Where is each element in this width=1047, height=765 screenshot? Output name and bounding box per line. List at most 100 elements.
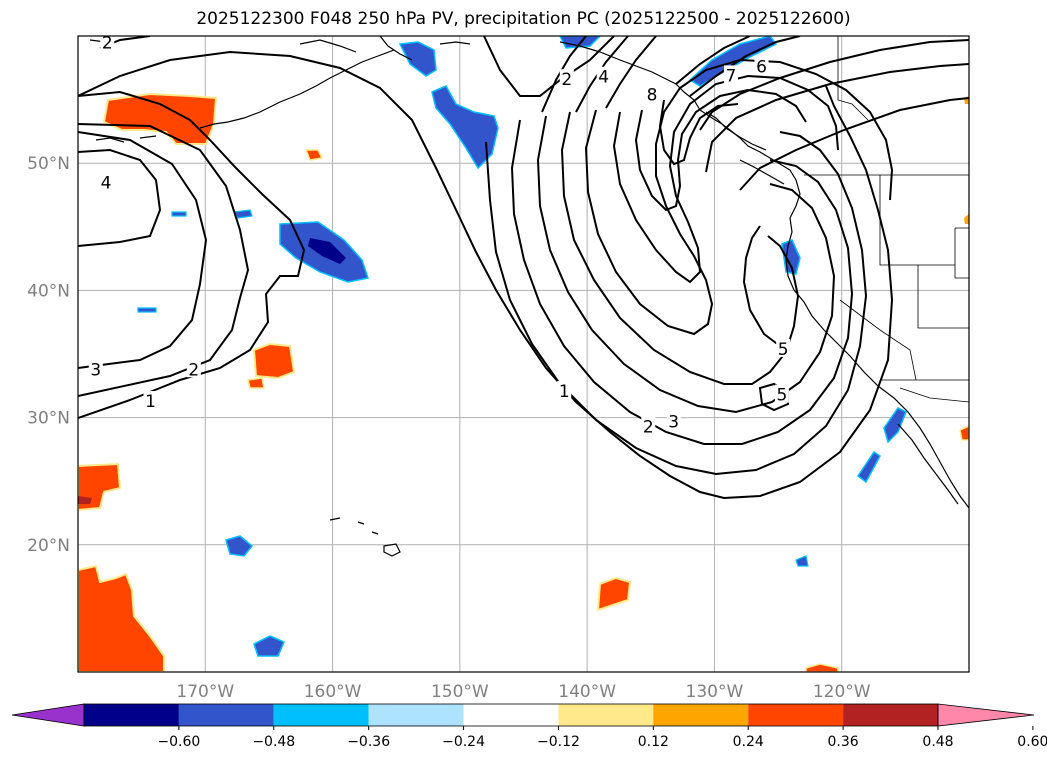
pv-contour-e-5b <box>758 382 789 412</box>
colorbar-tick-label-6: 0.24 <box>733 734 764 750</box>
contour-label-bg-8 <box>723 65 738 84</box>
pv-contour-ne-5 <box>739 97 969 191</box>
contour-label-1: 4 <box>101 173 112 193</box>
contour-label-12: 1 <box>559 382 570 402</box>
map-title: 2025122300 F048 250 hPa PV, precipitatio… <box>196 9 851 29</box>
border-states <box>839 175 969 381</box>
precip-blob-gulf-alaska <box>431 85 499 170</box>
precip-blob-baja-1 <box>883 407 907 444</box>
lon-label-4: 130°W <box>686 682 744 702</box>
contour-label-bg-10 <box>776 338 791 357</box>
pv-contour-e-8 <box>634 88 807 212</box>
contour-label-14: 3 <box>668 412 679 432</box>
pv-contour-west-4 <box>78 148 162 247</box>
contour-label-bg-13 <box>641 416 656 435</box>
colorbar-tick-label-4: −0.12 <box>537 734 580 750</box>
precip-blob-east-edge-2 <box>964 214 969 224</box>
pv-contour-e-2 <box>485 131 868 476</box>
pv-contour-ne-1 <box>675 36 751 85</box>
lat-label-3: 20°N <box>27 536 70 556</box>
precip-blob-south-2 <box>795 555 809 567</box>
colorbar-swatch-8 <box>843 704 938 726</box>
pv-contours <box>78 36 969 500</box>
lon-label-0: 170°W <box>176 682 234 702</box>
precip-blob-west-2 <box>78 564 165 672</box>
plot-frame <box>77 35 970 673</box>
contour-label-5: 2 <box>561 70 572 90</box>
colorbar-swatch-4 <box>463 704 559 726</box>
precip-blob-mid-1 <box>252 342 296 380</box>
contour-label-bg-0 <box>100 36 115 51</box>
contour-label-8: 7 <box>726 66 737 86</box>
contour-label-bg-7 <box>645 84 660 103</box>
pv-contour-top-1 <box>78 50 894 500</box>
contour-label-2: 3 <box>90 360 101 380</box>
lat-label-2: 30°N <box>27 409 70 429</box>
precip-blob-south-edge <box>805 663 839 672</box>
precip-blob-bering <box>102 92 218 145</box>
pv-contour-west-1 <box>78 90 306 419</box>
contour-label-0: 2 <box>102 33 113 53</box>
precip-blob-east-edge-1 <box>959 425 969 441</box>
pv-contour-west-3 <box>78 131 208 369</box>
colorbar: −0.60 −0.48 −0.36 −0.24 −0.12 0.12 0.24 0.36 0.4… <box>11 703 1047 750</box>
precip-blob-small-3 <box>137 307 157 313</box>
coast-islands-bc <box>705 111 785 185</box>
colorbar-swatch-2 <box>273 704 369 726</box>
colorbar-swatch-3 <box>368 704 464 726</box>
colorbar-tick-label-9: 0.60 <box>1017 734 1047 750</box>
colorbar-swatch-5 <box>558 704 654 726</box>
latitude-labels: 50°N 40°N 30°N 20°N <box>27 154 70 556</box>
pv-contour-e-7 <box>612 74 839 284</box>
precip-blob-baja-2 <box>856 450 881 484</box>
contour-label-bg-12 <box>557 380 572 399</box>
lon-label-3: 140°W <box>558 682 616 702</box>
contour-label-6: 4 <box>598 68 609 88</box>
colorbar-frame <box>83 703 939 727</box>
colorbar-tick-label-5: 0.12 <box>638 734 669 750</box>
colorbar-extend-high <box>937 703 1035 727</box>
precip-blob-small-2 <box>171 211 187 217</box>
coast-hawaii <box>329 517 401 557</box>
longitude-labels: 170°W 160°W 150°W 140°W 130°W 120°W <box>176 682 870 702</box>
precip-blob-mid-2 <box>247 377 265 389</box>
contour-label-3: 2 <box>188 360 199 380</box>
contour-label-11: 5 <box>776 386 787 406</box>
lon-label-1: 160°W <box>304 682 362 702</box>
pv-contour-e-4 <box>536 115 836 414</box>
contour-label-bg-4 <box>143 391 158 410</box>
precip-blob-midpacific-core <box>308 238 346 264</box>
precip-blob-hawaii-west <box>225 535 254 557</box>
contour-label-bg-3 <box>186 359 201 378</box>
contour-label-bg-9 <box>754 56 769 75</box>
border-mexico <box>899 387 969 403</box>
colorbar-swatch-7 <box>748 704 844 726</box>
precip-blob-south-east <box>596 576 632 612</box>
precip-positive-areas <box>78 92 969 672</box>
contour-label-4: 1 <box>145 392 156 412</box>
pv-contour-e-5 <box>560 111 800 385</box>
colorbar-extend-low-edge <box>11 703 85 727</box>
contour-label-7: 8 <box>647 86 658 106</box>
precip-blob-south-1 <box>253 635 285 657</box>
pv-contour-n-1 <box>541 36 587 113</box>
contour-label-bg-2 <box>88 359 103 378</box>
colorbar-tick-label-1: −0.48 <box>252 734 295 750</box>
colorbar-swatch-0 <box>84 704 179 726</box>
pv-contour-e-6 <box>584 58 894 336</box>
contour-label-bg-1 <box>99 172 114 191</box>
pv-contour-e-3 <box>510 119 854 445</box>
colorbar-tick-label-7: 0.36 <box>828 734 859 750</box>
contour-label-10: 5 <box>778 340 789 360</box>
plot-area <box>78 36 969 672</box>
precip-negative-areas <box>137 36 907 657</box>
lat-label-1: 40°N <box>27 281 70 301</box>
coast-aleutians <box>95 49 395 143</box>
political-boundaries <box>804 36 969 403</box>
colorbar-swatch-1 <box>178 704 274 726</box>
lon-label-2: 150°W <box>431 682 489 702</box>
colorbar-tick-label-0: −0.60 <box>157 734 200 750</box>
pv-contour-north-2 <box>483 36 615 97</box>
pv-contour-n-3 <box>605 36 657 109</box>
